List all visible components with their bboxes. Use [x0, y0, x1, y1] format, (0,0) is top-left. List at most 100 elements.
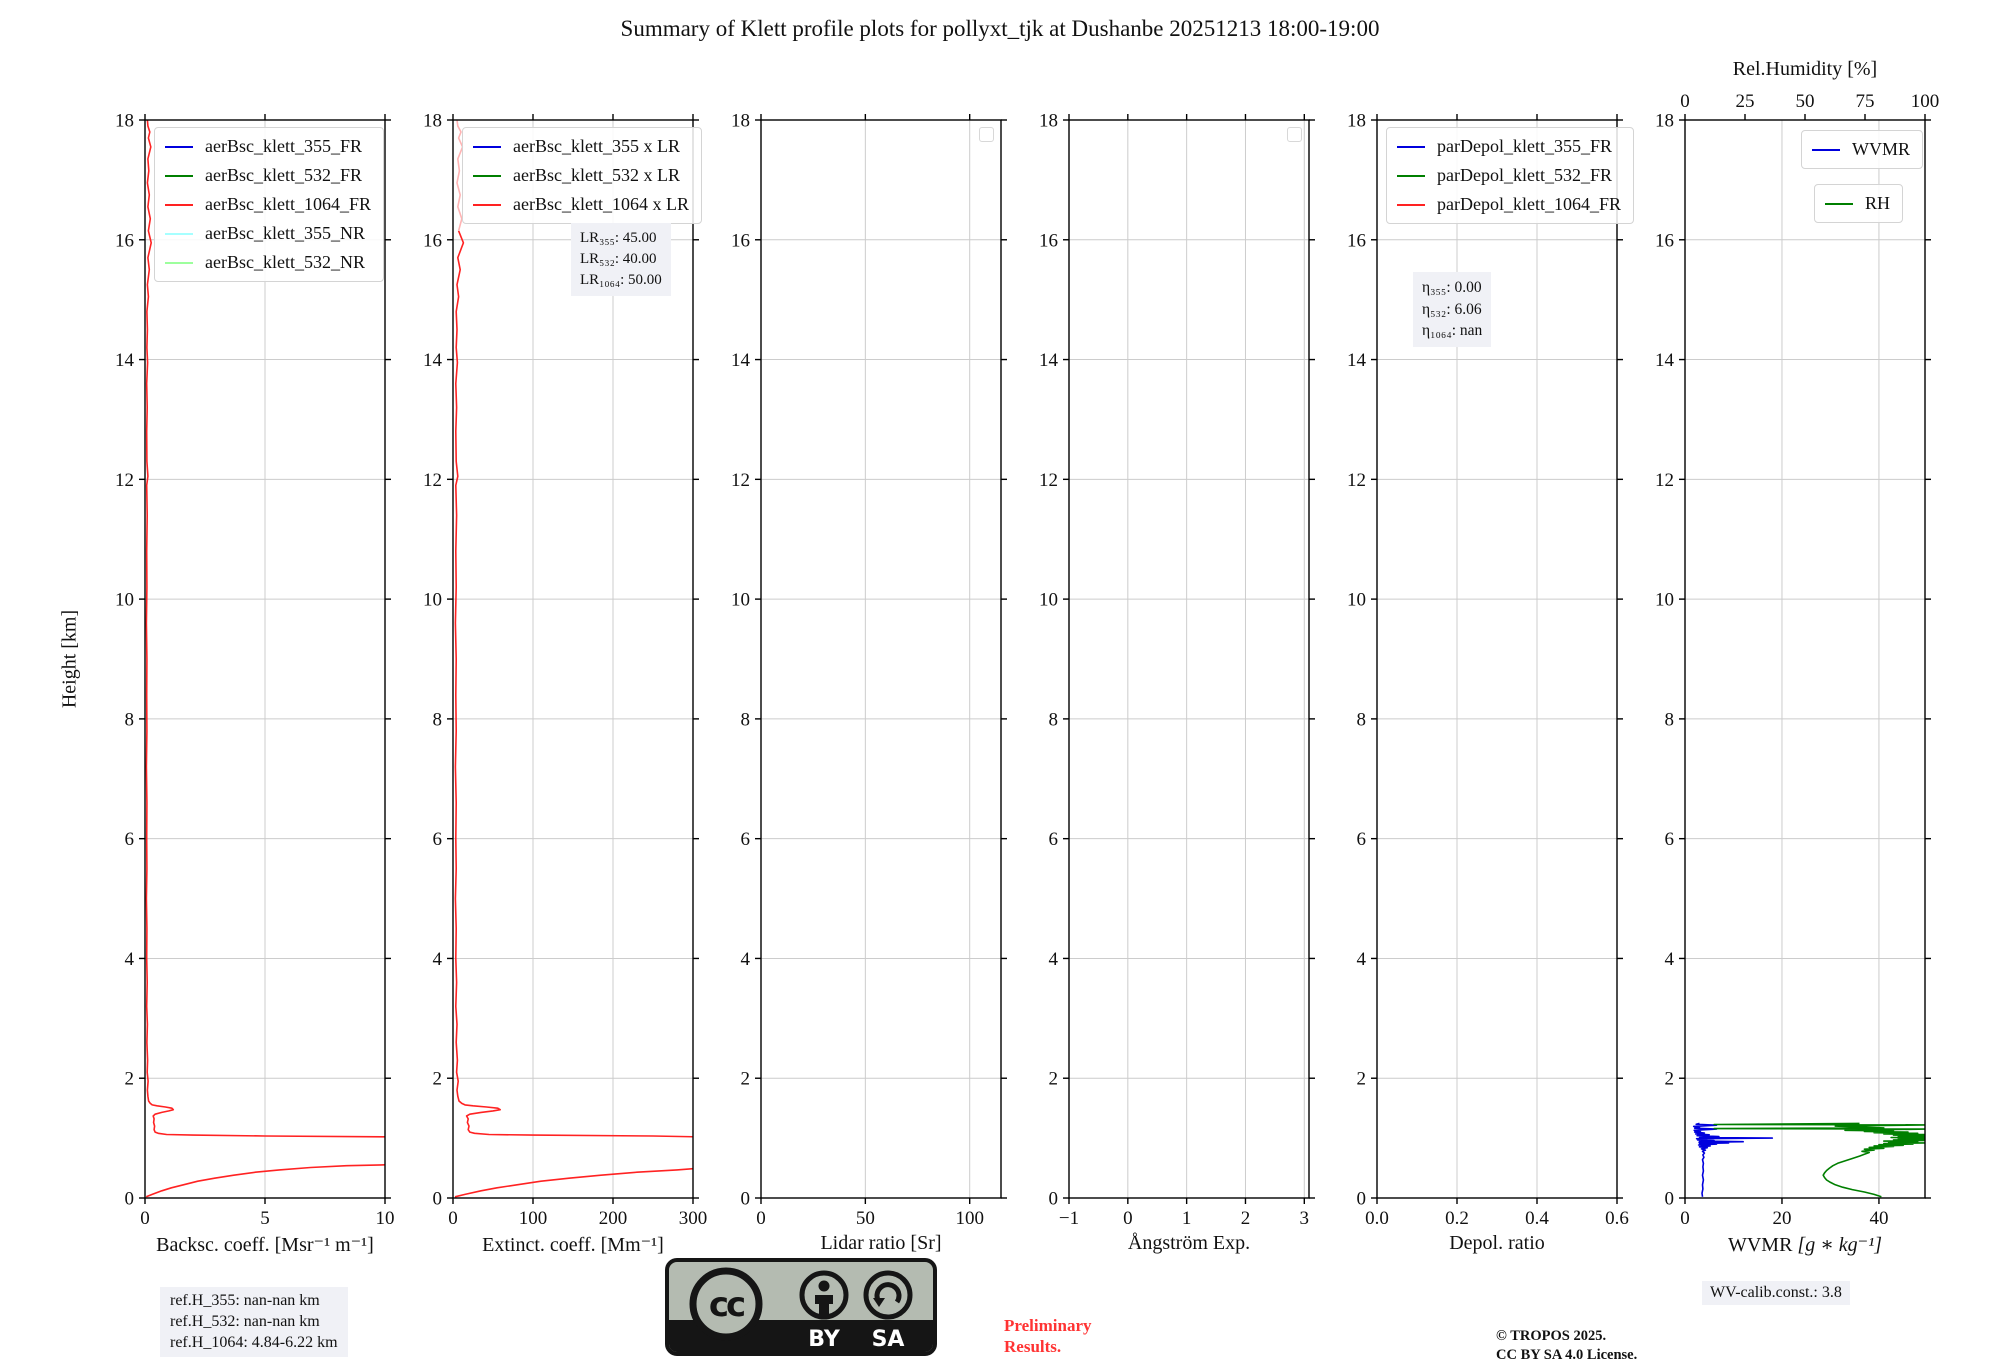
svg-text:10: 10	[115, 590, 134, 611]
svg-text:10: 10	[1347, 590, 1366, 611]
legend-label: RH	[1864, 193, 1890, 213]
svg-text:0: 0	[1665, 1189, 1675, 1210]
svg-text:16: 16	[731, 230, 750, 251]
svg-text:14: 14	[1347, 350, 1367, 371]
svg-text:18: 18	[423, 111, 442, 132]
xlabel-extinction: Extinct. coeff. [Mm⁻¹]	[482, 1234, 664, 1256]
svg-text:0: 0	[125, 1189, 135, 1210]
svg-text:16: 16	[1039, 230, 1058, 251]
xlabel-wvmr-units: [g ∗ kg⁻¹]	[1797, 1234, 1883, 1256]
legend-line-swatch	[473, 174, 501, 177]
plot-angstrom: −1 0 1 2 3 0 2 4 6 8 10 12 14 16 18 Ångström Exp.	[1039, 111, 1315, 1254]
svg-text:12: 12	[731, 470, 750, 491]
legend-label: aerBsc_klett_355 x LR	[513, 136, 680, 156]
svg-text:50: 50	[856, 1208, 875, 1229]
legend-label: aerBsc_klett_355_FR	[205, 136, 362, 156]
svg-text:6: 6	[741, 829, 751, 850]
legend-label: WVMR	[1852, 139, 1910, 159]
svg-text:10: 10	[731, 590, 750, 611]
sa-icon	[863, 1270, 913, 1320]
svg-text:10: 10	[1039, 590, 1058, 611]
legend-line-swatch	[1812, 148, 1840, 151]
wvmr-canvas: 0 20 40 0 25 50 75 100 0 2 4 6 8 10 12 14 16 18	[1655, 91, 1939, 1229]
svg-text:8: 8	[1357, 709, 1367, 730]
legend-line-swatch	[165, 203, 193, 206]
wv-calibration-constant: WV-calib.const.: 3.8	[1702, 1281, 1850, 1305]
svg-text:6: 6	[125, 829, 135, 850]
svg-text:6: 6	[433, 829, 443, 850]
svg-text:4: 4	[1357, 949, 1367, 970]
legend-entry: aerBsc_klett_532_NR	[165, 248, 371, 277]
eta-1064-value: η₁₀₆₄: nan	[1422, 322, 1483, 340]
legend-line-swatch	[1397, 203, 1425, 206]
svg-text:4: 4	[433, 949, 443, 970]
extinction-canvas: 0 100 200 300 0 2 4 6 8 10 12 14 16 18	[423, 111, 708, 1230]
figure-title: Summary of Klett profile plots for polly…	[620, 16, 1380, 41]
legend-label: aerBsc_klett_1064_FR	[205, 194, 371, 214]
lidar-ratio-canvas: 0 50 100 0 2 4 6 8 10 12 14 16 18	[731, 111, 1007, 1229]
legend-line-swatch	[165, 232, 193, 235]
depol-canvas: 0.0 0.2 0.4 0.6 0 2 4 6 8 10 12 14 16 18	[1347, 111, 1629, 1230]
legend-label: aerBsc_klett_532 x LR	[513, 165, 680, 185]
legend-entry: parDepol_klett_532_FR	[1397, 161, 1621, 190]
y-axis-label: Height [km]	[58, 609, 81, 709]
sa-label: SA	[872, 1327, 905, 1352]
svg-text:8: 8	[1665, 709, 1675, 730]
xlabel-lidar-ratio: Lidar ratio [Sr]	[820, 1232, 942, 1254]
svg-text:12: 12	[1039, 470, 1058, 491]
svg-text:10: 10	[1655, 590, 1674, 611]
legend-entry: aerBsc_klett_532 x LR	[473, 161, 689, 190]
by-icon	[799, 1270, 849, 1320]
legend-entry: RH	[1824, 189, 1890, 218]
legend-backscatter: aerBsc_klett_355_FR aerBsc_klett_532_FR …	[154, 127, 384, 282]
legend-entry: aerBsc_klett_355 x LR	[473, 132, 689, 161]
svg-text:20: 20	[1772, 1208, 1791, 1229]
svg-text:6: 6	[1357, 829, 1367, 850]
svg-text:8: 8	[1049, 709, 1059, 730]
preliminary-results-note: Preliminary Results.	[1004, 1315, 1092, 1358]
legend-line-swatch	[1824, 202, 1853, 205]
svg-text:0: 0	[1680, 91, 1690, 112]
svg-text:cc: cc	[709, 1285, 744, 1325]
legend-line-swatch	[165, 261, 193, 264]
svg-text:300: 300	[679, 1208, 708, 1229]
legend-entry: aerBsc_klett_1064_FR	[165, 190, 371, 219]
svg-text:2: 2	[433, 1069, 443, 1090]
svg-text:0: 0	[741, 1189, 751, 1210]
legend-line-swatch	[165, 174, 193, 177]
svg-text:4: 4	[1049, 949, 1059, 970]
legend-label: aerBsc_klett_1064 x LR	[513, 194, 689, 214]
legend-entry: WVMR	[1812, 135, 1910, 164]
ref-h-532: ref.H_532: nan-nan km	[170, 1312, 320, 1330]
svg-text:0: 0	[448, 1208, 458, 1229]
plot-extinction: 0 100 200 300 0 2 4 6 8 10 12 14 16 18 aerBsc_klett_3…	[423, 111, 707, 1257]
xlabel-wvmr: WVMR [g ∗ kg⁻¹]	[1728, 1232, 1882, 1257]
legend-label: parDepol_klett_1064_FR	[1437, 194, 1621, 214]
svg-text:100: 100	[955, 1208, 984, 1229]
preliminary-line-1: Preliminary	[1004, 1316, 1092, 1335]
svg-text:40: 40	[1869, 1208, 1888, 1229]
svg-text:8: 8	[741, 709, 751, 730]
legend-entry: aerBsc_klett_355_FR	[165, 132, 371, 161]
svg-text:18: 18	[1655, 111, 1674, 132]
xlabel-depol: Depol. ratio	[1449, 1232, 1545, 1254]
svg-text:18: 18	[731, 111, 750, 132]
plot-wvmr: 0 20 40 0 25 50 75 100 0 2 4 6 8 10 12 14 16 18 Rel.Humid…	[1655, 58, 1939, 1256]
svg-text:4: 4	[1665, 949, 1675, 970]
svg-text:16: 16	[1655, 230, 1674, 251]
svg-text:10: 10	[423, 590, 442, 611]
svg-text:0.2: 0.2	[1445, 1208, 1469, 1229]
legend-extinction: aerBsc_klett_355 x LR aerBsc_klett_532 x…	[462, 127, 702, 224]
plot-depol: 0.0 0.2 0.4 0.6 0 2 4 6 8 10 12 14 16 18 parDepol_kle…	[1347, 111, 1634, 1254]
svg-text:12: 12	[115, 470, 134, 491]
by-label: BY	[808, 1327, 841, 1352]
empty-legend-box	[1287, 127, 1302, 142]
lidar-ratio-annotation: LR₃₅₅: 45.00 LR₅₃₂: 40.00 LR₁₀₆₄: 50.00	[571, 223, 671, 296]
legend-wvmr: WVMR	[1801, 130, 1923, 169]
legend-rh: RH	[1813, 184, 1903, 223]
legend-depol: parDepol_klett_355_FR parDepol_klett_532…	[1386, 127, 1634, 224]
svg-text:14: 14	[423, 350, 443, 371]
svg-text:8: 8	[433, 709, 443, 730]
svg-text:18: 18	[1039, 111, 1058, 132]
